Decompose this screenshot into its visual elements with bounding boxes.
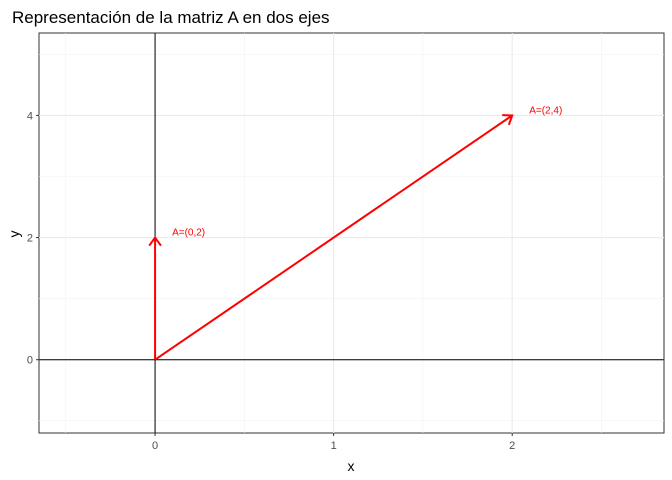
vector-1-arrowhead (148, 235, 162, 247)
axis-ticks: 0 1 2 0 2 4 (27, 110, 515, 452)
y-tick-label: 4 (27, 110, 33, 122)
vectors: A=(0,2) A=(2,4) (148, 105, 562, 361)
x-tick-label: 0 (152, 440, 158, 452)
plot-panel (38, 32, 665, 434)
chart-title: Representación de la matriz A en dos eje… (12, 8, 330, 27)
y-axis-title: y (6, 231, 22, 238)
x-tick-label: 2 (509, 440, 515, 452)
vector-2-shaft (154, 114, 513, 361)
y-tick-label: 2 (27, 233, 33, 245)
grid-minor (39, 33, 664, 433)
vector-2-label: A=(2,4) (529, 105, 562, 116)
x-axis-title: x (348, 458, 355, 474)
y-tick-label: 0 (27, 355, 33, 367)
reference-lines (39, 33, 664, 433)
x-tick-label: 1 (331, 440, 337, 452)
vector-1-label: A=(0,2) (172, 228, 205, 239)
vector-2-arrowhead (502, 114, 514, 126)
